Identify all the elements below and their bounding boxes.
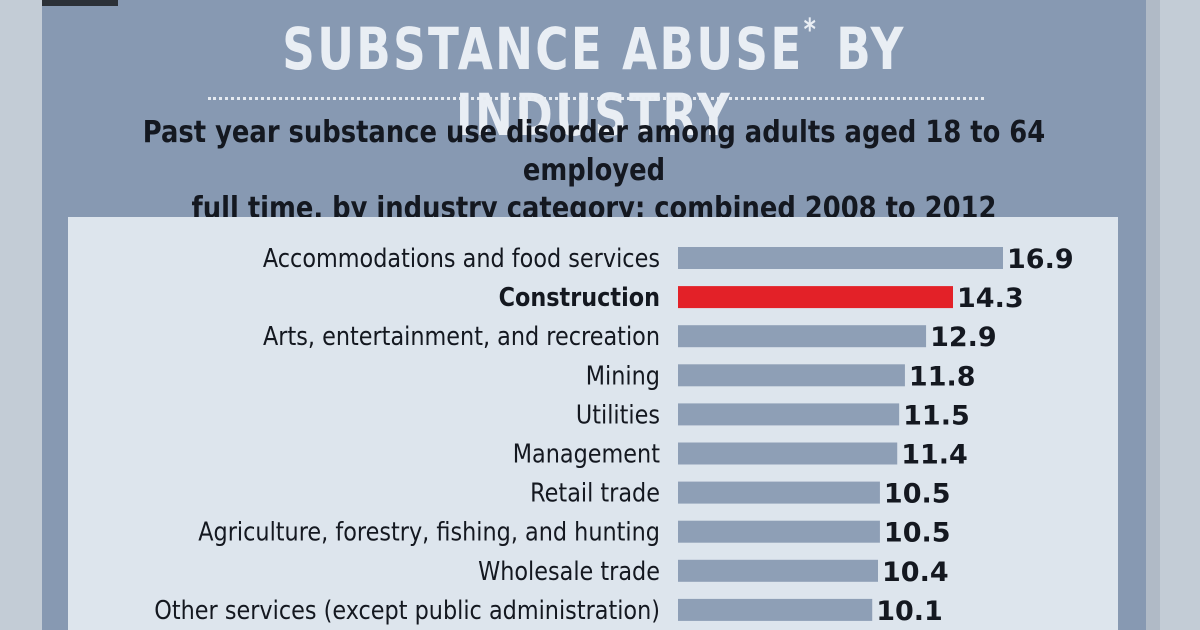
value-label: 11.5 — [903, 400, 970, 431]
bar — [678, 520, 880, 543]
bar — [678, 247, 1003, 269]
category-label: Utilities — [576, 399, 660, 430]
category-label: Retail trade — [530, 477, 660, 508]
category-label: Management — [513, 438, 660, 469]
title-footnote-mark: * — [803, 13, 819, 48]
left-backdrop — [0, 0, 42, 630]
category-label: Construction — [499, 281, 660, 312]
category-label: Mining — [586, 360, 660, 391]
highlight-bar — [678, 286, 953, 309]
bar — [678, 559, 878, 582]
value-label: 10.5 — [884, 479, 951, 510]
infographic: SUBSTANCE ABUSE* BY INDUSTRY Past year s… — [42, 0, 1146, 630]
value-label: 14.3 — [957, 283, 1024, 314]
bar — [678, 403, 900, 426]
chart-subtitle: Past year substance use disorder among a… — [119, 114, 1068, 228]
value-label: 10.5 — [884, 518, 951, 549]
category-label: Wholesale trade — [478, 555, 660, 586]
chart-title-suffix: BY INDUSTRY — [455, 15, 906, 149]
bar — [678, 481, 880, 504]
bar — [678, 325, 927, 348]
corner-tab — [42, 0, 118, 6]
bar — [678, 364, 905, 387]
value-label: 10.1 — [876, 596, 943, 627]
bar — [678, 598, 873, 621]
value-label: 16.9 — [1007, 244, 1074, 275]
value-label: 12.9 — [930, 322, 997, 353]
chart-title: SUBSTANCE ABUSE* BY INDUSTRY — [163, 13, 1024, 149]
category-label: Arts, entertainment, and recreation — [263, 321, 660, 352]
subtitle-line-1: Past year substance use disorder among a… — [142, 115, 1046, 188]
value-label: 10.4 — [882, 557, 949, 588]
right-backdrop — [1160, 0, 1200, 630]
bar-chart: Accommodations and food services 16.9 Cons… — [154, 242, 1074, 627]
value-label: 11.8 — [909, 361, 976, 392]
category-label: Other services (except public administra… — [154, 594, 660, 625]
category-label: Accommodations and food services — [263, 242, 660, 273]
chart-panel: Accommodations and food services 16.9 Cons… — [68, 217, 1118, 630]
chart-title-main: SUBSTANCE ABUSE — [282, 15, 804, 83]
value-label: 11.4 — [901, 440, 968, 471]
bar — [678, 442, 898, 465]
dotted-divider — [208, 97, 984, 100]
category-label: Agriculture, forestry, fishing, and hunt… — [198, 516, 660, 547]
